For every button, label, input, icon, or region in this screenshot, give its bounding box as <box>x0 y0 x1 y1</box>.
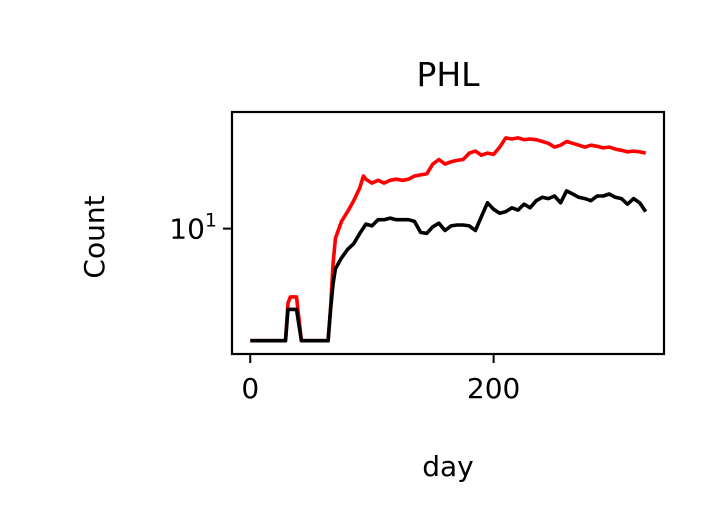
x-tick-label: 0 <box>241 372 259 405</box>
y-tick-exponent: 1 <box>205 210 217 232</box>
x-tick-label: 200 <box>467 372 520 405</box>
x-axis-label: day <box>422 450 474 483</box>
plot-frame <box>230 110 666 356</box>
x-axis-ticks: 0 200 <box>241 354 520 405</box>
series-line-2 <box>250 189 648 343</box>
chart-title: PHL <box>416 55 480 94</box>
series-line-1 <box>250 136 647 343</box>
y-axis-label: Count <box>78 195 111 278</box>
y-tick-label: 101 <box>169 210 217 246</box>
series-layer <box>250 136 648 343</box>
y-axis-ticks: 101 <box>169 210 232 246</box>
y-tick-base: 10 <box>169 213 205 246</box>
